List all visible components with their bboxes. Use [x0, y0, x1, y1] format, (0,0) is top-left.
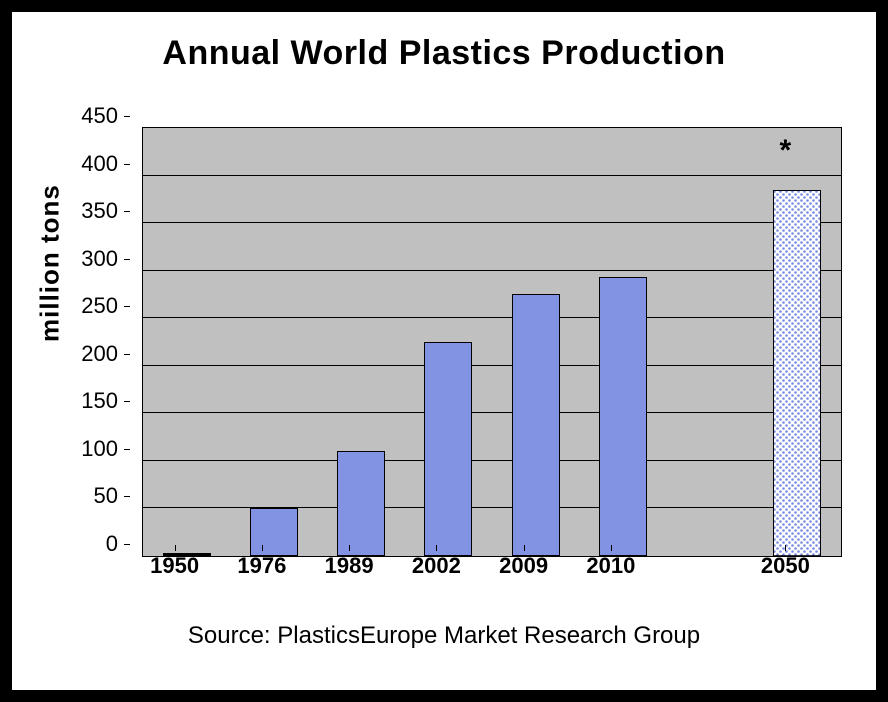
gridline: [143, 270, 841, 271]
chart-title: Annual World Plastics Production: [12, 34, 876, 73]
x-tick-mark: [785, 545, 786, 551]
x-tick-mark: [175, 545, 176, 551]
y-tick-label: 300: [12, 246, 118, 272]
gridline: [143, 175, 841, 176]
bar-projected: [773, 190, 821, 556]
source-label: Source: PlasticsEurope Market Research G…: [12, 622, 876, 650]
y-tick-label: 150: [12, 388, 118, 414]
gridline: [143, 222, 841, 223]
x-tick-label: 1976: [237, 553, 286, 579]
x-tick-mark: [436, 545, 437, 551]
y-tick-label: 450: [12, 103, 118, 129]
gridline: [143, 460, 841, 461]
x-tick-mark: [349, 545, 350, 551]
gridline: [143, 507, 841, 508]
x-tick-mark: [262, 545, 263, 551]
y-tick-label: 250: [12, 293, 118, 319]
bar: [512, 294, 560, 556]
x-tick-label: 2009: [499, 553, 548, 579]
bar: [599, 277, 647, 556]
y-tick-label: 100: [12, 436, 118, 462]
bar: [424, 342, 472, 556]
x-tick-label: 1989: [325, 553, 374, 579]
bar: [250, 508, 298, 556]
x-tick-label: 2002: [412, 553, 461, 579]
gridline: [143, 412, 841, 413]
x-tick-mark: [524, 545, 525, 551]
y-tick-mark: [124, 259, 130, 260]
y-tick-mark: [124, 116, 130, 117]
gridline: [143, 365, 841, 366]
y-tick-label: 350: [12, 198, 118, 224]
y-tick-mark: [124, 401, 130, 402]
y-tick-label: 400: [12, 151, 118, 177]
x-tick-label: 1950: [150, 553, 199, 579]
y-tick-label: 50: [12, 483, 118, 509]
y-tick-label: 0: [12, 531, 118, 557]
y-tick-mark: [124, 496, 130, 497]
gridline: [143, 317, 841, 318]
bar: [337, 451, 385, 556]
y-tick-mark: [124, 544, 130, 545]
y-tick-mark: [124, 211, 130, 212]
x-tick-label: 2010: [586, 553, 635, 579]
y-tick-mark: [124, 164, 130, 165]
x-tick-label: 2050: [761, 553, 810, 579]
plot-area: [142, 127, 842, 557]
chart-frame: Annual World Plastics Production million…: [0, 0, 888, 702]
y-tick-mark: [124, 449, 130, 450]
x-tick-mark: [611, 545, 612, 551]
y-tick-mark: [124, 306, 130, 307]
y-tick-label: 200: [12, 341, 118, 367]
annotation-star: *: [780, 134, 792, 168]
y-tick-mark: [124, 354, 130, 355]
